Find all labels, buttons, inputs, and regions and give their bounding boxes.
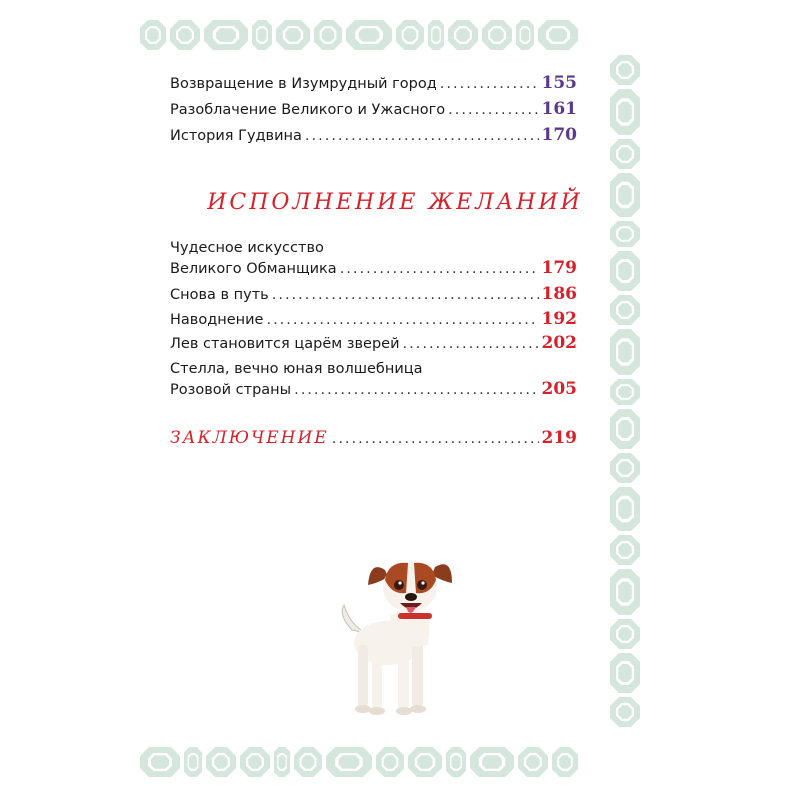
toc-entry[interactable]: Разоблачение Великого и Ужасного 161 [170,99,577,121]
page-number: 192 [541,309,578,329]
page-number: 155 [541,73,578,93]
entry-title: Снова в путь [170,287,269,303]
toc-entry[interactable]: История Гудвина 170 [170,125,577,147]
dot-leader [332,431,539,447]
page-number: 161 [541,99,578,119]
entry-title: Наводнение [170,312,264,328]
dot-leader [440,76,539,92]
gem-icon [610,619,640,649]
gem-icon [170,20,200,50]
entry-title: Возвращение в Изумрудный город [170,76,437,92]
gem-icon [240,747,270,777]
toc-entry[interactable]: Снова в путь 186 [170,284,577,306]
gem-icon [610,409,640,449]
toc-entry[interactable]: Наводнение 192 [170,309,577,331]
gem-icon [396,20,424,50]
dot-leader [272,287,539,303]
toc-entry[interactable]: Розовой страны 205 [170,379,577,401]
gem-icon [610,139,640,169]
dot-leader [448,102,538,118]
gem-icon [446,747,466,777]
gem-icon [610,535,640,565]
gem-icon [610,173,640,217]
dot-leader [340,261,539,277]
toc-entry[interactable]: Великого Обманщика 179 [170,258,577,280]
entry-title-line1: Чудесное искусство [170,240,324,256]
entry-title: Заключение [170,428,329,448]
gem-icon [140,20,166,50]
gem-icon [610,569,640,615]
gem-icon [552,747,578,777]
page-number: 186 [541,284,578,304]
gem-icon [448,20,478,50]
toc-entry-conclusion[interactable]: Заключение 219 [170,428,577,450]
gem-icon [428,20,444,50]
gem-icon [610,295,640,325]
entry-title: Разоблачение Великого и Ужасного [170,102,446,118]
gem-icon [206,747,236,777]
gem-icon [274,747,290,777]
section-heading: Исполнение желаний [207,190,583,215]
gem-icon [376,747,404,777]
dot-leader [266,312,538,328]
gem-icon [294,747,322,777]
dot-leader [305,128,539,144]
gem-icon [470,747,514,777]
gem-icon [314,20,342,50]
gem-icon [610,251,640,291]
gem-icon [482,20,512,50]
entry-title: Розовой страны [170,382,292,398]
page-number: 179 [541,258,578,278]
gem-icon [326,747,372,777]
dot-leader [403,336,539,352]
gem-icon [408,747,442,777]
dot-leader [294,382,538,398]
gem-icon [204,20,248,50]
gem-icon [610,221,640,247]
page-number: 202 [541,333,578,353]
entry-title: Великого Обманщика [170,261,337,277]
gem-icon [140,747,180,777]
gem-icon [610,697,640,727]
toc-entry[interactable]: Возвращение в Изумрудный город 155 [170,73,577,95]
gem-icon [276,20,310,50]
gem-icon [346,20,392,50]
dog-illustration [341,562,452,715]
gem-icon [518,747,548,777]
gem-icon [252,20,272,50]
gem-icon [610,55,640,85]
entry-title: Лев становится царём зверей [170,336,400,352]
gem-icon [538,20,578,50]
gem-icon [610,379,640,405]
page-number: 205 [541,379,578,399]
gem-icon [516,20,534,50]
gem-icon [610,487,640,531]
gem-icon [610,89,640,135]
toc-entry[interactable]: Лев становится царём зверей 202 [170,333,577,355]
page-number: 219 [541,428,578,448]
page-number: 170 [541,125,578,145]
gem-icon [610,653,640,693]
gem-icon [184,747,202,777]
gem-icon [610,329,640,375]
entry-title-line1: Стелла, вечно юная волшебница [170,361,423,377]
gem-icon [610,453,640,483]
entry-title: История Гудвина [170,128,302,144]
